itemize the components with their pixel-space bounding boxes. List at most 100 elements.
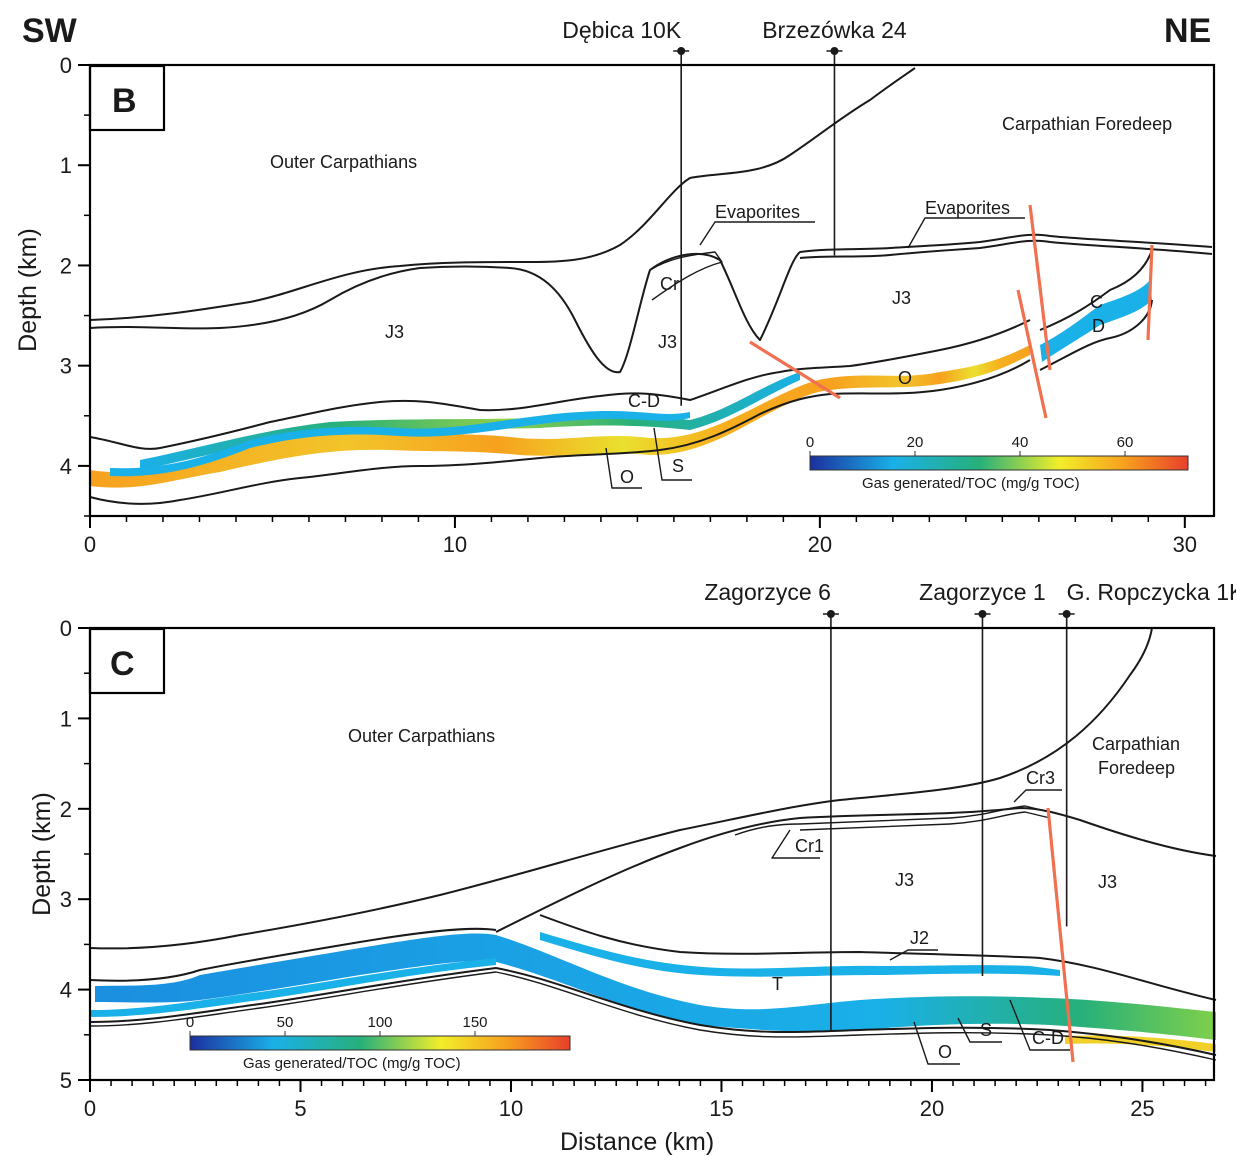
- y-tick-label: 2: [60, 797, 72, 822]
- panel-b: Dębica 10K Brzezówka 24 Outer Carpathians…: [14, 17, 1216, 557]
- label-o-c: O: [938, 1042, 952, 1062]
- leader-s-c: [957, 1017, 1002, 1043]
- fault-b-1: [749, 340, 841, 400]
- line-c-j3-top: [495, 807, 1217, 933]
- line-c-top-1: [89, 927, 497, 982]
- label-s-c: S: [980, 1020, 992, 1040]
- x-tick-label: 0: [84, 532, 96, 557]
- well-name: G. Ropczycka 1K: [1067, 579, 1236, 605]
- label-c-b: C: [1090, 292, 1103, 312]
- x-tick-label: 20: [808, 532, 832, 557]
- panel-c-ylabel: Depth (km): [28, 792, 56, 916]
- label-cd-b: C-D: [628, 391, 660, 411]
- panel-b-frame: [88, 63, 1216, 518]
- x-tick-label: 20: [920, 1096, 944, 1121]
- colorbar-tick-label: 0: [186, 1014, 194, 1031]
- band-east-o: [830, 345, 1030, 390]
- band-c-thin: [90, 958, 496, 1017]
- colorbar-tick-label: 20: [907, 434, 924, 451]
- panel-b-letter-box: [88, 64, 166, 132]
- panel-b-letter: B: [112, 82, 137, 120]
- wells-c: Zagorzyce 6 Zagorzyce 1 G. Ropczycka 1K: [704, 579, 1236, 1031]
- label-outer-carpathians-c: Outer Carpathians: [348, 726, 495, 746]
- fault-b-3: [1016, 289, 1048, 419]
- band-c-main: [95, 933, 1216, 1040]
- y-tick-label: 4: [60, 978, 72, 1003]
- leader-evap-1: [699, 221, 815, 246]
- y-tick-label: 2: [60, 253, 72, 278]
- colorbar-tick-label: 50: [277, 1014, 294, 1031]
- leader-o-c: [913, 1021, 960, 1065]
- y-tick-label: 0: [60, 53, 72, 78]
- well-name: Zagorzyce 1: [919, 579, 1046, 605]
- colorbar-b: [809, 455, 1189, 471]
- header-ne: NE: [1164, 12, 1211, 50]
- label-j3-b-1: J3: [385, 322, 404, 342]
- leader-cd-c: [1009, 999, 1070, 1051]
- y-tick-label: 0: [60, 616, 72, 641]
- colorbar-b-ticks: 0 20 40 60: [806, 434, 1133, 456]
- leader-o-b: [605, 447, 642, 489]
- label-j3-b-2: J3: [658, 332, 677, 352]
- label-t: T: [772, 974, 783, 994]
- x-tick-label: 5: [294, 1096, 306, 1121]
- label-foredeep-c: Foredeep: [1098, 758, 1175, 778]
- line-c-cr1: [734, 823, 801, 836]
- fault-b-2: [1028, 204, 1052, 371]
- panel-b-ylabel: Depth (km): [14, 228, 42, 352]
- band-east-c: [1040, 280, 1152, 362]
- label-carpathian-foredeep-b: Carpathian Foredeep: [1002, 114, 1172, 134]
- colorbar-tick-label: 40: [1012, 434, 1029, 451]
- band-ordovician: [90, 378, 830, 488]
- y-tick-label: 1: [60, 706, 72, 731]
- leader-evap-2: [907, 217, 1025, 249]
- fault-b-4: [1146, 244, 1154, 341]
- line-j3-top: [89, 233, 1213, 374]
- colorbar-tick-label: 0: [806, 434, 814, 451]
- label-evaporites-1: Evaporites: [715, 202, 800, 222]
- colorbar-tick-label: 150: [462, 1014, 487, 1031]
- line-c-carpathian-base: [89, 627, 1153, 950]
- line-base-sub1: [89, 359, 1031, 505]
- panel-c: Zagorzyce 6 Zagorzyce 1 G. Ropczycka 1K Ou…: [28, 579, 1236, 1156]
- y-tick-label: 1: [60, 153, 72, 178]
- y-tick-label: 3: [60, 354, 72, 379]
- panel-b-axes: 0 10 20 30 0 1 2 3 4: [60, 53, 1197, 557]
- label-j3-b-3: J3: [892, 288, 911, 308]
- x-tick-label: 15: [709, 1096, 733, 1121]
- line-c-top-j2: [539, 914, 1217, 1001]
- x-tick-label: 10: [499, 1096, 523, 1121]
- label-cr1: Cr1: [795, 836, 824, 856]
- colorbar-c-ticks: 0 50 100 150: [186, 1014, 488, 1036]
- leader-s-b: [653, 427, 692, 481]
- line-c-base-1: [89, 967, 1217, 1056]
- label-j3-c-2: J3: [1098, 872, 1117, 892]
- label-d-b: D: [1092, 316, 1105, 336]
- label-evaporites-2: Evaporites: [925, 198, 1010, 218]
- leader-cr3: [1013, 789, 1062, 803]
- leader-cr1: [771, 829, 820, 859]
- well-name: Dębica 10K: [562, 17, 682, 43]
- label-s-b: S: [672, 456, 684, 476]
- wells-b: Dębica 10K Brzezówka 24: [562, 17, 907, 406]
- line-carpathian-base: [89, 67, 916, 321]
- label-j3-c-1: J3: [895, 870, 914, 890]
- leader-j2: [889, 949, 938, 961]
- y-tick-label: 4: [60, 454, 72, 479]
- x-tick-label: 25: [1130, 1096, 1154, 1121]
- line-c-cr3-2: [799, 811, 1051, 831]
- panel-c-axes: 0 5 10 15 20 25 0 1 2 3 4 5: [60, 616, 1207, 1121]
- line-top-sub1: [89, 319, 1031, 450]
- label-cr: Cr: [660, 274, 679, 294]
- panel-c-letter-box: [88, 627, 166, 695]
- label-o-b-2: O: [898, 368, 912, 388]
- label-cd-c: C-D: [1032, 1028, 1064, 1048]
- colorbar-c: [189, 1035, 571, 1051]
- x-tick-label: 30: [1173, 532, 1197, 557]
- well-name: Zagorzyce 6: [704, 579, 831, 605]
- y-tick-label: 5: [60, 1068, 72, 1093]
- fault-c: [1046, 807, 1075, 1063]
- y-tick-label: 3: [60, 887, 72, 912]
- line-cr-top: [649, 251, 723, 301]
